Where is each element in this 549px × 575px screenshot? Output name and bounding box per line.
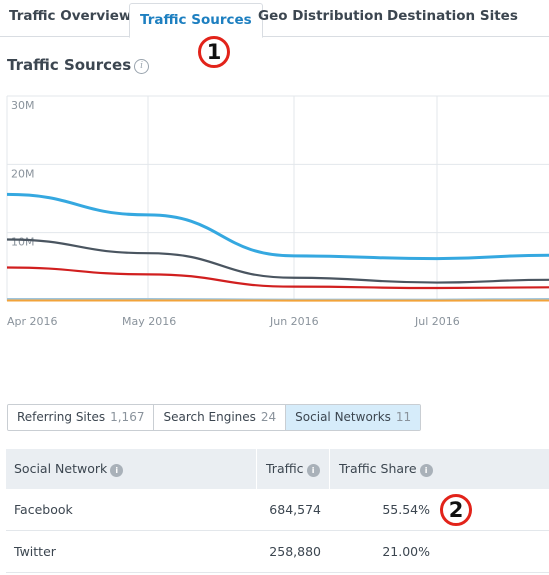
series-line-2[interactable] [6,238,549,284]
annotation-marker-2: 2 [440,494,472,526]
column-header-traffic-share[interactable]: Traffic Share i [329,449,549,489]
y-tick-label: 30M [11,99,35,112]
source-type-switcher: Referring Sites 1,167 Search Engines 24 So… [7,404,422,431]
y-tick-label: 10M [11,236,35,249]
tab-bar: Traffic Overview Traffic Sources Geo Dis… [0,0,549,38]
traffic-share-value: 21.00% [382,544,430,559]
page-title-text: Traffic Sources [7,56,132,74]
info-circle-icon[interactable]: i [110,464,124,477]
series-line-3[interactable] [6,266,549,290]
column-header-social-network[interactable]: Social Network i [14,449,124,489]
segment-social-networks[interactable]: Social Networks 11 [286,405,421,430]
tab-traffic-sources[interactable]: Traffic Sources [129,3,263,38]
table-header: Social Network i Traffic i Traffic Share i [6,449,549,489]
info-circle-icon[interactable]: i [306,464,320,477]
x-tick-label: Jun 2016 [269,315,319,328]
y-axis-labels: 10M 20M 30M [11,99,35,249]
traffic-value: 258,880 [269,544,321,559]
tab-traffic-overview[interactable]: Traffic Overview [9,8,132,24]
traffic-share-value: 55.54% [382,502,430,517]
table-row[interactable]: Twitter 258,880 21.00% [6,531,549,573]
segment-count: 1,167 [110,410,145,424]
series-line-1[interactable] [6,192,549,261]
segment-label: Social Networks [295,410,391,424]
social-networks-table: Social Network i Traffic i Traffic Share i … [6,449,549,573]
column-header-label: Traffic [266,461,304,476]
segment-label: Search Engines [163,410,256,424]
chart-series [6,192,549,302]
segment-count: 24 [260,410,277,424]
x-tick-label: Jul 2016 [414,315,460,328]
segment-referring-sites[interactable]: Referring Sites 1,167 [8,405,155,430]
info-circle-icon[interactable]: i [134,59,150,74]
network-name[interactable]: Facebook [14,502,73,517]
segment-count: 11 [395,410,412,424]
x-tick-label: Apr 2016 [7,315,58,328]
segment-label: Referring Sites [17,410,106,424]
x-tick-label: May 2016 [122,315,176,328]
annotation-marker-1: 1 [198,36,230,68]
x-axis-labels: Apr 2016 May 2016 Jun 2016 Jul 2016 [7,315,460,328]
column-header-label: Traffic Share [339,461,417,476]
info-circle-icon[interactable]: i [419,464,433,477]
page-title: Traffic Sources i [7,56,150,74]
traffic-value: 684,574 [269,502,321,517]
network-name[interactable]: Twitter [14,544,56,559]
column-header-label: Social Network [14,461,108,476]
column-header-traffic[interactable]: Traffic i [256,449,338,489]
y-tick-label: 20M [11,167,35,180]
segment-search-engines[interactable]: Search Engines 24 [154,405,287,430]
table-row[interactable]: Facebook 684,574 55.54% [6,489,549,531]
traffic-sources-chart: 10M 20M 30M Apr 2016 May 2016 Jun 2016 Jul 20… [6,95,549,328]
tab-destination-sites[interactable]: Destination Sites [387,8,518,24]
chart-grid [6,95,549,302]
tab-geo-distribution[interactable]: Geo Distribution [258,8,384,24]
